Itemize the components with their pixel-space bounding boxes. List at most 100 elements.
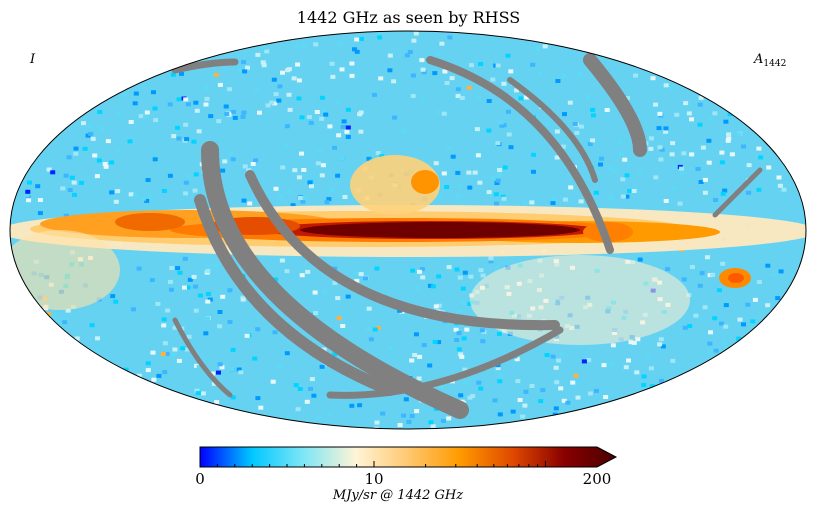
map-pixel (295, 62, 301, 67)
map-pixel (663, 199, 669, 203)
map-pixel (538, 399, 544, 404)
map-pixel (335, 100, 341, 104)
map-pixel (46, 167, 52, 172)
map-pixel (756, 187, 762, 192)
map-pixel (562, 112, 567, 117)
galactic-plane (10, 155, 806, 345)
map-pixel (183, 191, 189, 196)
map-pixel (416, 376, 422, 381)
map-pixel (50, 170, 56, 175)
map-pixel (278, 195, 283, 199)
map-pixel (455, 94, 461, 98)
map-pixel (72, 192, 77, 197)
map-pixel (255, 396, 261, 401)
map-pixel (354, 271, 360, 276)
map-label-sub: 1442 (763, 59, 787, 69)
map-pixel (319, 95, 325, 100)
map-pixel (554, 129, 560, 134)
map-pixel (299, 115, 305, 120)
map-pixel (727, 112, 733, 117)
map-pixel (706, 160, 712, 165)
map-pixel (411, 38, 417, 43)
map-pixel (495, 366, 501, 371)
map-pixel (291, 76, 297, 81)
map-pixel (517, 398, 523, 402)
map-pixel (572, 122, 578, 126)
map-pixel (460, 286, 466, 291)
map-pixel (697, 122, 703, 127)
map-pixel (286, 92, 292, 97)
map-pixel (368, 337, 374, 342)
map-pixel (167, 102, 173, 107)
map-pixel (550, 201, 556, 206)
map-pixel (494, 201, 499, 206)
map-pixel (686, 111, 692, 116)
map-pixel (536, 71, 542, 76)
map-pixel (193, 284, 199, 289)
map-pixel (203, 85, 209, 90)
map-pixel (523, 95, 529, 100)
map-pixel (775, 296, 781, 301)
map-pixel (196, 129, 202, 134)
map-pixel (102, 162, 108, 166)
map-pixel (272, 330, 278, 335)
map-pixel (497, 373, 503, 377)
map-pixel (627, 189, 633, 193)
map-pixel (578, 199, 584, 204)
map-pixel (387, 345, 393, 350)
map-pixel (132, 101, 138, 106)
map-pixel (95, 336, 100, 341)
colorbar-tick-label-1: 10 (364, 470, 383, 488)
map-pixel (340, 125, 346, 129)
map-pixel (193, 100, 199, 105)
map-pixel (576, 72, 582, 76)
map-pixel (496, 173, 502, 178)
map-pixel (337, 42, 343, 47)
map-pixel (313, 42, 319, 47)
map-pixel (554, 155, 560, 160)
map-pixel (371, 92, 377, 97)
map-pixel (184, 347, 190, 352)
map-pixel (204, 316, 210, 321)
map-pixel (255, 327, 261, 332)
map-pixel (184, 137, 190, 142)
map-pixel (657, 342, 663, 347)
map-pixel (446, 265, 452, 270)
map-pixel (363, 276, 368, 281)
map-pixel (410, 268, 416, 273)
map-pixel (656, 126, 662, 131)
map-pixel (776, 175, 782, 180)
map-pixel (713, 348, 719, 353)
map-pixel (145, 361, 151, 366)
map-pixel (136, 373, 142, 378)
map-pixel (319, 173, 325, 178)
map-pixel (496, 331, 502, 336)
map-pixel (746, 163, 752, 168)
map-pixel (109, 160, 115, 165)
map-pixel (354, 49, 360, 54)
map-pixel (185, 285, 191, 290)
map-pixel (690, 265, 695, 269)
map-pixel (113, 299, 119, 304)
map-pixel (756, 279, 762, 284)
map-pixel (550, 196, 556, 201)
map-pixel (658, 337, 664, 342)
map-pixel (586, 404, 592, 409)
map-pixel (344, 129, 350, 134)
map-pixel (512, 96, 518, 101)
map-pixel (702, 177, 708, 182)
map-pixel (565, 400, 571, 405)
map-pixel (567, 100, 573, 105)
map-pixel (625, 96, 630, 100)
map-pixel (515, 379, 521, 384)
map-pixel (707, 341, 713, 346)
map-pixel (276, 98, 282, 103)
map-pixel (71, 180, 77, 185)
map-pixel (250, 162, 256, 166)
map-pixel (455, 87, 461, 92)
map-pixel (648, 366, 654, 371)
map-pixel (454, 338, 460, 342)
map-pixel (152, 157, 158, 162)
map-pixel (518, 96, 524, 101)
map-pixel (716, 288, 722, 293)
